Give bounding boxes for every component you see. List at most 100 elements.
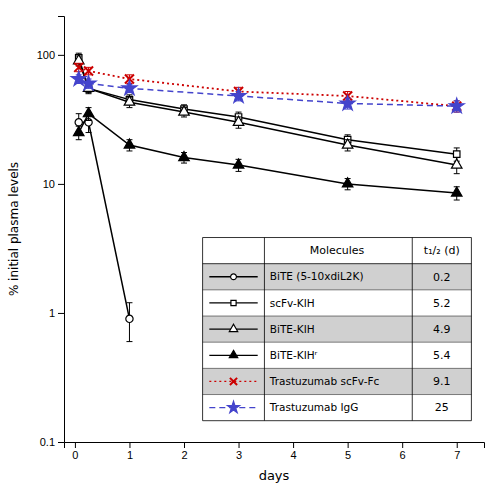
tick-label: 0 <box>72 449 78 461</box>
legend-swatch-marker <box>230 378 237 385</box>
legend-row-background <box>203 395 472 421</box>
point <box>75 119 82 126</box>
axis-line <box>58 17 65 443</box>
legend-row-background <box>203 264 472 290</box>
legend-rule <box>203 368 472 369</box>
tick: 100 <box>37 49 64 61</box>
error-bar-cap <box>454 200 460 201</box>
error-bar-cap <box>236 128 242 129</box>
tick-label: 1 <box>49 307 55 319</box>
error-bar-cap <box>454 147 460 148</box>
line <box>79 61 457 165</box>
legend-row-background <box>203 342 472 368</box>
error-bar-cap <box>181 163 187 164</box>
tick-label: 10 <box>43 178 55 190</box>
error-bar <box>126 303 132 342</box>
tick-mark <box>457 442 458 448</box>
legend-rule <box>412 238 413 421</box>
legend-value: 4.9 <box>433 323 451 336</box>
legend-rule <box>202 238 203 421</box>
point <box>179 106 190 115</box>
point <box>451 187 462 196</box>
error-bar-cap <box>76 63 82 64</box>
series <box>71 71 464 112</box>
error-bar-cap <box>345 189 351 190</box>
point <box>342 139 353 148</box>
legend-rule <box>203 237 472 238</box>
tick: 1 <box>49 307 64 319</box>
tick: 10 <box>43 178 64 190</box>
tick-mark <box>348 442 349 448</box>
legend-header: t₁/₂ (d) <box>424 244 460 257</box>
error-bar-cap <box>86 93 92 94</box>
point <box>124 139 135 148</box>
tick-label: 4 <box>291 449 297 461</box>
legend-rule <box>203 289 472 290</box>
line <box>79 114 457 193</box>
y-axis-label: % initial plasma levels <box>7 162 21 296</box>
error-bar-cap <box>126 302 132 303</box>
error-bar-cap <box>76 113 82 114</box>
series <box>73 55 462 174</box>
error-bar-cap <box>454 173 460 174</box>
legend-value: 25 <box>435 401 449 414</box>
legend-entry: scFv-KIH <box>270 297 315 309</box>
error-bar-cap <box>345 150 351 151</box>
point <box>451 159 462 168</box>
point <box>231 88 246 102</box>
legend-swatch-marker <box>231 274 237 280</box>
legend-rule <box>471 238 472 421</box>
error-bar-cap <box>126 74 132 75</box>
legend-row-background <box>203 316 472 342</box>
tick-label: 3 <box>236 449 242 461</box>
tick-mark <box>402 442 403 448</box>
tick-mark <box>293 442 294 448</box>
legend-row-background <box>203 290 472 316</box>
tick-label: 7 <box>454 449 460 461</box>
point <box>342 178 353 187</box>
tick-label: 1 <box>127 449 133 461</box>
tick-mark <box>239 442 240 448</box>
error-bar-cap <box>86 120 92 121</box>
tick: 1 <box>127 442 133 461</box>
error-bar-cap <box>345 134 351 135</box>
legend-swatch-marker <box>229 324 237 331</box>
legend-entry: Trastuzumab scFv-Fc <box>269 375 380 387</box>
error-bar-cap <box>345 91 351 92</box>
tick: 5 <box>345 442 351 461</box>
legend-swatch-marker <box>229 350 237 357</box>
line <box>79 79 457 106</box>
plot: 012345670.1110100days% initial plasma le… <box>7 17 485 484</box>
tick: 0 <box>72 442 78 461</box>
legend-rule <box>203 263 472 264</box>
line <box>79 122 130 319</box>
legend-entry: BiTE (5-10xdiL2K) <box>270 270 364 282</box>
series <box>74 63 461 112</box>
tick-mark <box>75 442 76 448</box>
error-bar-cap <box>126 107 132 108</box>
x-axis-label: days <box>259 468 290 483</box>
tick-label: 6 <box>400 449 406 461</box>
error-bar-cap <box>86 132 92 133</box>
tick-mark <box>129 442 130 448</box>
legend-row-background <box>203 368 472 394</box>
legend-entry: BiTE-KIH <box>270 323 315 335</box>
tick-label: 100 <box>37 49 55 61</box>
point <box>83 108 94 117</box>
tick-label: 5 <box>345 449 351 461</box>
legend-rule <box>264 238 265 421</box>
legend-header-background <box>203 238 472 264</box>
point <box>179 151 190 160</box>
y-axis: 0.1 1 10 100 <box>37 17 65 449</box>
error-bar-cap <box>126 341 132 342</box>
tick: 7 <box>454 442 460 461</box>
legend-header: Molecules <box>310 244 365 257</box>
point <box>449 98 464 112</box>
tick-mark <box>58 184 64 185</box>
legend-entry: Trastuzumab IgG <box>269 401 359 413</box>
series <box>75 53 459 161</box>
legend-value: 5.4 <box>433 349 451 362</box>
tick-label: 0.1 <box>40 436 55 448</box>
error-bar-cap <box>76 139 82 140</box>
tick-mark <box>58 55 64 56</box>
